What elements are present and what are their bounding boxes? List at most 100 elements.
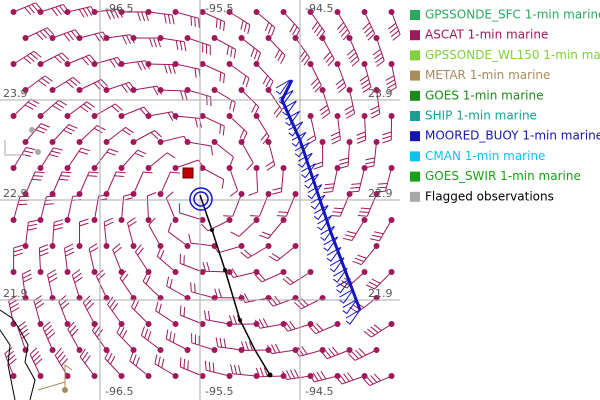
lat-label: 21.9 [368, 287, 393, 300]
wind-barb [179, 357, 203, 377]
wind-point [388, 321, 395, 327]
wind-barb [204, 310, 230, 325]
wind-point [253, 165, 260, 171]
wind-barb [330, 193, 350, 217]
wind-barb [308, 323, 338, 335]
track-point [238, 318, 242, 322]
wind-barb [320, 346, 350, 360]
wind-barb [240, 245, 269, 259]
wind-point [388, 217, 395, 223]
wind-barb [344, 89, 356, 119]
wind-barb [52, 171, 72, 195]
wind-barb [107, 296, 122, 325]
wind-point [280, 217, 287, 223]
wind-barb [256, 63, 274, 90]
wind-barb [67, 321, 80, 351]
graticule [0, 0, 400, 400]
wind-barb [335, 372, 365, 385]
wind-point [145, 61, 152, 67]
wind-point [226, 373, 233, 379]
wind-point [253, 217, 260, 223]
wind-point [373, 191, 380, 197]
wind-point [265, 87, 272, 93]
wind-barb [106, 126, 134, 143]
wind-barb [294, 297, 323, 310]
wind-barb [276, 193, 297, 217]
wind-barb [212, 244, 242, 254]
wind-point [10, 165, 17, 171]
wind-point [307, 113, 314, 119]
wind-point [157, 347, 164, 353]
wind-point [103, 87, 110, 93]
wind-barb [133, 130, 162, 143]
legend-label: GPSSONDE_WL150 1-min marine [425, 48, 600, 62]
legend-swatch [410, 70, 420, 81]
wind-point [184, 139, 191, 145]
wind-barb [215, 337, 242, 351]
wind-point [292, 35, 299, 41]
wind-barb [52, 123, 78, 143]
wind-point [307, 269, 314, 275]
wind-barb [369, 219, 392, 242]
wind-barb [229, 11, 251, 35]
wind-point [10, 373, 17, 379]
wind-point [37, 217, 44, 223]
wind-barb [310, 63, 322, 93]
lon-label: -96.5 [105, 385, 133, 398]
wind-barb [166, 276, 188, 299]
wind-point [130, 35, 137, 41]
wind-barb [175, 11, 200, 28]
legend: GPSSONDE_SFC 1-min marine ASCAT 1-min mar… [410, 8, 600, 203]
wind-point [346, 347, 353, 353]
wind-barb [335, 63, 347, 93]
wind-barb [282, 369, 311, 380]
wind-point [172, 113, 179, 119]
legend-swatch [410, 111, 420, 121]
wind-barb [160, 37, 187, 52]
wind-barb [266, 295, 296, 307]
wind-barb [13, 244, 23, 273]
wind-point [373, 243, 380, 249]
wind-point [37, 165, 44, 171]
wind-barb [356, 115, 367, 144]
wind-barb [103, 217, 114, 247]
wind-barb [79, 125, 106, 143]
wind-barb [230, 364, 257, 377]
wind-barb [67, 101, 95, 117]
wind-barb [154, 354, 176, 377]
wind-point [130, 87, 137, 93]
lat-label: 21.9 [3, 287, 28, 300]
wind-point [172, 9, 179, 15]
flight-track [199, 194, 271, 376]
wind-point [184, 243, 191, 249]
wind-point [388, 269, 395, 275]
wind-point [103, 243, 110, 249]
lat-label: 23.9 [3, 87, 28, 100]
wind-point [64, 373, 71, 379]
wind-point [199, 373, 206, 379]
wind-point [91, 165, 98, 171]
wind-point [91, 9, 98, 15]
legend-label: METAR 1-min marine [425, 68, 550, 82]
wind-barb [179, 253, 203, 273]
wind-barb [254, 318, 284, 329]
track-point [210, 228, 214, 232]
metar-barb [37, 381, 66, 391]
wind-point [253, 9, 260, 15]
wind-point [172, 373, 179, 379]
wind-barb [364, 141, 378, 169]
wind-barb [40, 4, 70, 17]
wind-point [280, 269, 287, 275]
wind-point [157, 243, 164, 249]
wind-point [361, 217, 368, 223]
wind-barb [79, 348, 95, 377]
wind-barb [382, 115, 393, 144]
wind-barb [230, 219, 257, 237]
wind-barb [106, 171, 126, 195]
wind-barb [202, 115, 225, 136]
wind-barb [241, 37, 261, 62]
wind-point [10, 9, 17, 15]
wind-point [49, 35, 56, 41]
wind-point [130, 347, 137, 353]
wind-barb [248, 167, 259, 196]
